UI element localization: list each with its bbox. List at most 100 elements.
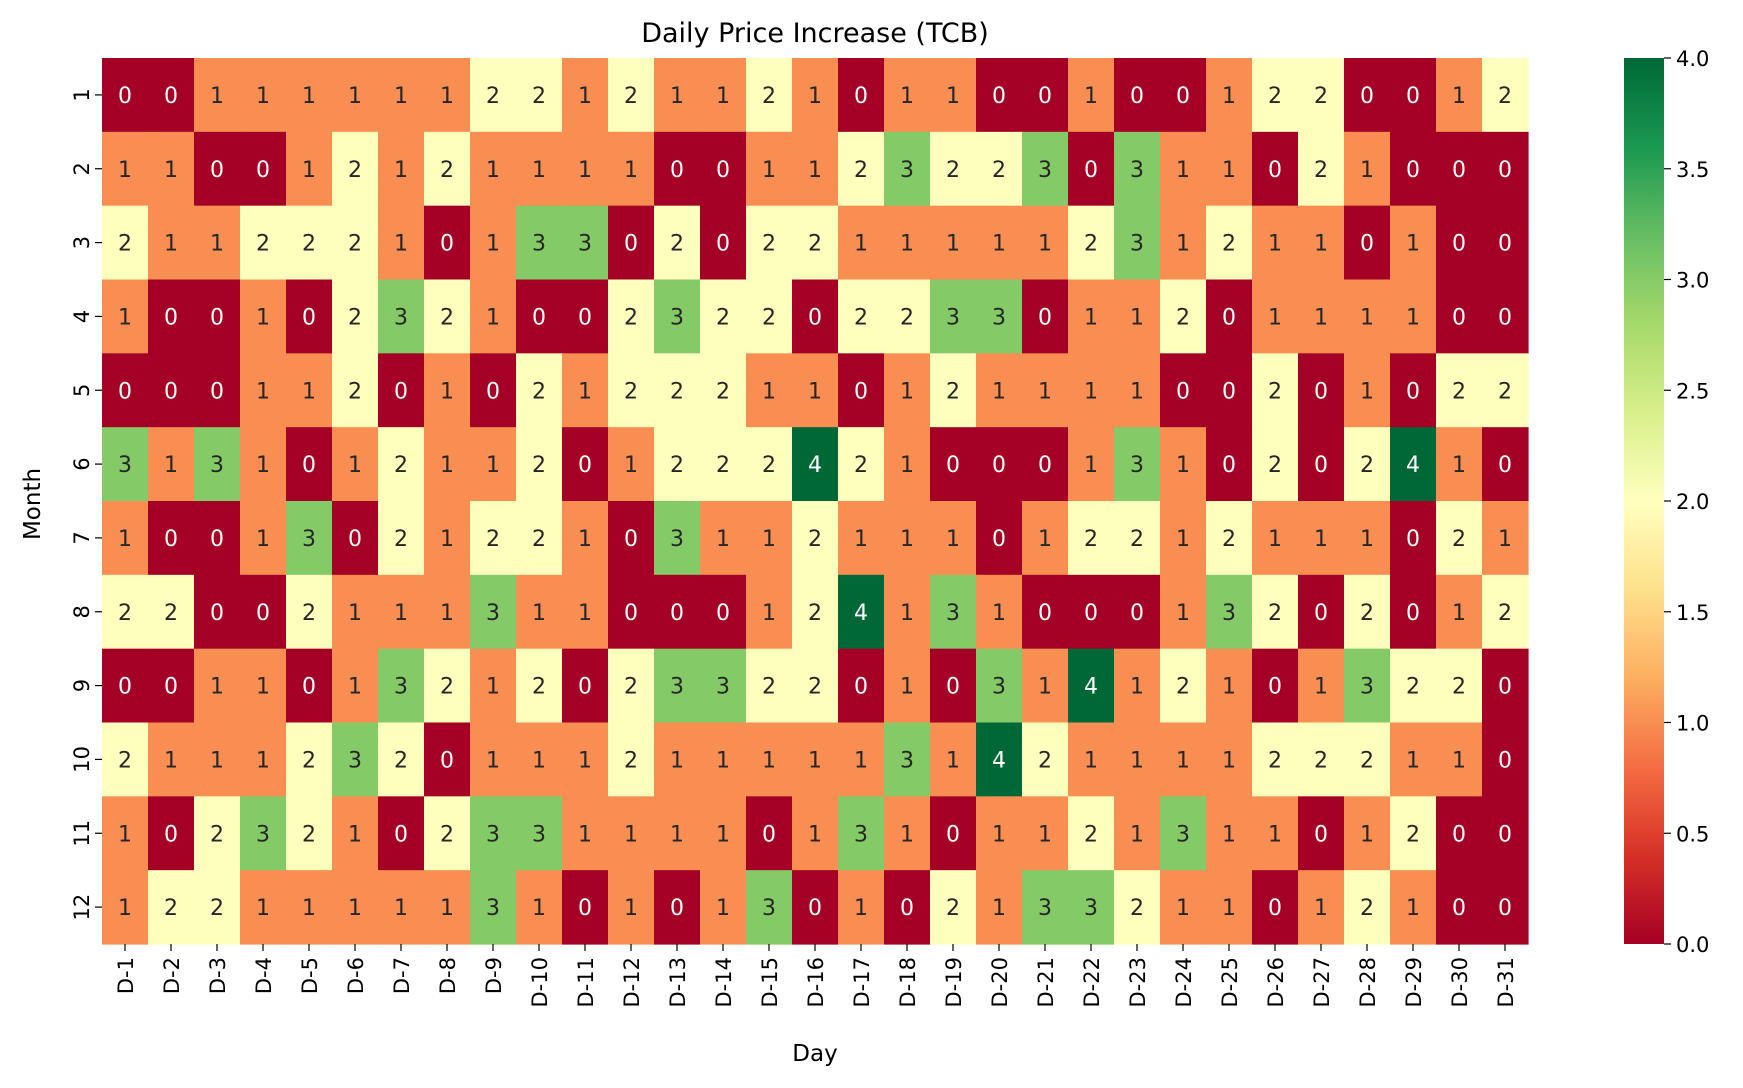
cell-value-label: 1: [624, 822, 638, 847]
heatmap-cell: [240, 279, 287, 354]
heatmap-cell: [1206, 870, 1253, 945]
heatmap-cell: [746, 58, 793, 133]
cell-value-label: 0: [164, 527, 178, 552]
heatmap-cell: [930, 574, 977, 650]
heatmap-cell: [332, 131, 379, 207]
heatmap-cell: [1206, 279, 1253, 354]
heatmap-cell: [930, 427, 977, 502]
heatmap-cell: [148, 205, 195, 281]
heatmap-cell: [1206, 131, 1253, 207]
cell-value-label: 2: [716, 379, 730, 404]
heatmap-cell: [608, 796, 655, 871]
cell-value-label: 1: [900, 527, 914, 552]
heatmap-cell: [1482, 722, 1529, 797]
cell-value-label: 3: [302, 527, 316, 552]
cell-value-label: 2: [716, 305, 730, 330]
heatmap-cell: [1344, 574, 1391, 650]
heatmap-cell: [1482, 131, 1529, 207]
cell-value-label: 0: [532, 305, 546, 330]
heatmap-cell: [1390, 870, 1437, 945]
heatmap-cell: [194, 648, 241, 724]
heatmap-cell: [1022, 427, 1069, 502]
colorbar-tick-label: 4.0: [1676, 47, 1709, 71]
heatmap-cell: [332, 205, 379, 281]
cell-value-label: 0: [578, 896, 592, 921]
heatmap-cell: [746, 131, 793, 207]
heatmap-cell: [930, 353, 977, 428]
cell-value-label: 2: [946, 379, 960, 404]
heatmap-cell: [240, 722, 287, 797]
heatmap-cells: [102, 58, 1529, 945]
cell-value-label: 0: [164, 379, 178, 404]
cell-value-label: 1: [762, 748, 776, 773]
heatmap-cell: [654, 58, 701, 133]
cell-value-label: 1: [900, 379, 914, 404]
heatmap-cell: [1298, 648, 1345, 724]
cell-value-label: 3: [1130, 158, 1144, 183]
heatmap-cell: [654, 205, 701, 281]
heatmap-cell: [608, 279, 655, 354]
heatmap-cell: [1206, 58, 1253, 133]
heatmap-cell: [240, 353, 287, 428]
heatmap-cell: [102, 427, 149, 502]
cell-value-label: 1: [992, 601, 1006, 626]
x-tick-label: D-31: [1494, 957, 1518, 1007]
cell-value-label: 3: [1084, 896, 1098, 921]
heatmap-cell: [1344, 648, 1391, 724]
heatmap-cell: [746, 205, 793, 281]
heatmap-cell: [240, 427, 287, 502]
cell-value-label: 0: [394, 822, 408, 847]
heatmap-cell: [746, 870, 793, 945]
heatmap-cell: [1022, 353, 1069, 428]
cell-value-label: 0: [1038, 453, 1052, 478]
heatmap-cell: [1436, 131, 1483, 207]
cell-value-label: 1: [900, 822, 914, 847]
heatmap-cell: [424, 722, 471, 797]
heatmap-cell: [148, 131, 195, 207]
x-tick-label: D-7: [390, 957, 414, 994]
heatmap-cell: [470, 131, 517, 207]
cell-value-label: 0: [302, 675, 316, 700]
heatmap-cell: [700, 353, 747, 428]
heatmap-cell: [1298, 58, 1345, 133]
heatmap-cell: [424, 353, 471, 428]
heatmap-cell: [1114, 279, 1161, 354]
heatmap-cell: [148, 648, 195, 724]
x-tick-label: D-6: [344, 957, 368, 994]
cell-value-label: 1: [762, 379, 776, 404]
cell-value-label: 0: [624, 232, 638, 257]
cell-value-label: 1: [118, 527, 132, 552]
cell-value-label: 3: [348, 748, 362, 773]
heatmap-cell: [1252, 279, 1299, 354]
heatmap-cell: [102, 205, 149, 281]
heatmap-cell: [884, 722, 931, 797]
heatmap-cell: [838, 648, 885, 724]
cell-value-label: 2: [210, 822, 224, 847]
heatmap-cell: [1068, 722, 1115, 797]
heatmap-cell: [1390, 648, 1437, 724]
x-tick-label: D-3: [206, 957, 230, 994]
cell-value-label: 2: [394, 527, 408, 552]
cell-value-label: 2: [808, 601, 822, 626]
cell-value-label: 1: [164, 748, 178, 773]
cell-value-label: 2: [532, 675, 546, 700]
heatmap-cell: [148, 279, 195, 354]
heatmap-cell: [884, 501, 931, 576]
heatmap-cell: [240, 58, 287, 133]
cell-value-label: 1: [256, 305, 270, 330]
heatmap-cell: [1114, 353, 1161, 428]
cell-value-label: 0: [348, 527, 362, 552]
heatmap-cell: [378, 870, 425, 945]
heatmap-cell: [700, 796, 747, 871]
heatmap-cell: [240, 131, 287, 207]
heatmap-cell: [746, 796, 793, 871]
heatmap-cell: [332, 648, 379, 724]
colorbar-tick-label: 1.5: [1676, 601, 1709, 625]
heatmap-cell: [1068, 648, 1115, 724]
heatmap-cell: [1390, 427, 1437, 502]
heatmap-cell: [286, 427, 333, 502]
heatmap-cell: [1068, 501, 1115, 576]
heatmap-cell: [1344, 131, 1391, 207]
cell-value-label: 1: [1038, 675, 1052, 700]
heatmap-cell: [1160, 279, 1207, 354]
